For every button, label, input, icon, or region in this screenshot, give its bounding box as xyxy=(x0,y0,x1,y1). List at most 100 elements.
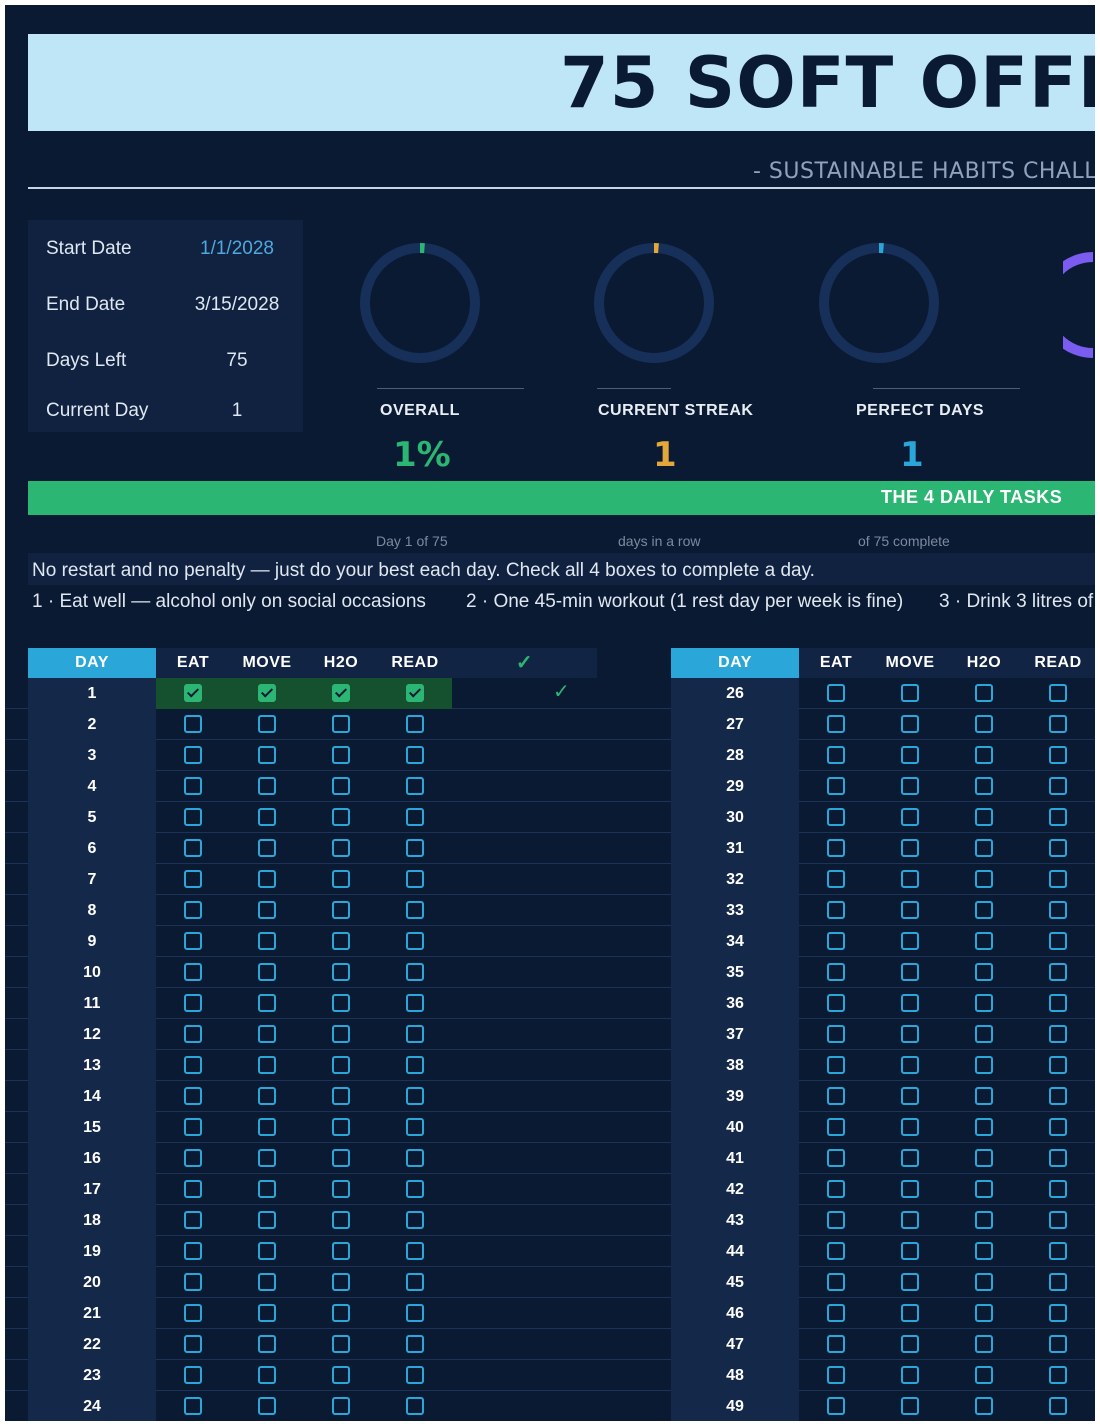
read-checkbox[interactable] xyxy=(406,1211,424,1229)
read-checkbox[interactable] xyxy=(406,1180,424,1198)
h2o-checkbox[interactable] xyxy=(332,870,350,888)
move-checkbox[interactable] xyxy=(258,808,276,826)
h2o-checkbox[interactable] xyxy=(332,1149,350,1167)
h2o-checkbox[interactable] xyxy=(975,1025,993,1043)
read-checkbox[interactable] xyxy=(406,1087,424,1105)
eat-checkbox[interactable] xyxy=(184,932,202,950)
read-checkbox[interactable] xyxy=(1049,1335,1067,1353)
eat-checkbox[interactable] xyxy=(827,715,845,733)
move-checkbox[interactable] xyxy=(258,684,276,702)
h2o-checkbox[interactable] xyxy=(332,1118,350,1136)
eat-checkbox[interactable] xyxy=(184,1366,202,1384)
eat-checkbox[interactable] xyxy=(184,901,202,919)
move-checkbox[interactable] xyxy=(901,684,919,702)
eat-checkbox[interactable] xyxy=(827,1397,845,1415)
h2o-checkbox[interactable] xyxy=(332,746,350,764)
h2o-checkbox[interactable] xyxy=(332,1304,350,1322)
h2o-checkbox[interactable] xyxy=(975,1366,993,1384)
h2o-checkbox[interactable] xyxy=(975,715,993,733)
read-checkbox[interactable] xyxy=(406,746,424,764)
eat-checkbox[interactable] xyxy=(184,746,202,764)
read-checkbox[interactable] xyxy=(1049,1180,1067,1198)
h2o-checkbox[interactable] xyxy=(975,746,993,764)
move-checkbox[interactable] xyxy=(901,1056,919,1074)
eat-checkbox[interactable] xyxy=(827,1335,845,1353)
read-checkbox[interactable] xyxy=(1049,808,1067,826)
read-checkbox[interactable] xyxy=(406,1335,424,1353)
move-checkbox[interactable] xyxy=(258,994,276,1012)
read-checkbox[interactable] xyxy=(406,870,424,888)
eat-checkbox[interactable] xyxy=(184,1025,202,1043)
h2o-checkbox[interactable] xyxy=(332,1211,350,1229)
eat-checkbox[interactable] xyxy=(184,1242,202,1260)
eat-checkbox[interactable] xyxy=(827,1273,845,1291)
move-checkbox[interactable] xyxy=(258,1149,276,1167)
read-checkbox[interactable] xyxy=(1049,1149,1067,1167)
read-checkbox[interactable] xyxy=(1049,777,1067,795)
eat-checkbox[interactable] xyxy=(827,1304,845,1322)
h2o-checkbox[interactable] xyxy=(975,1180,993,1198)
read-checkbox[interactable] xyxy=(1049,963,1067,981)
h2o-checkbox[interactable] xyxy=(332,777,350,795)
eat-checkbox[interactable] xyxy=(827,808,845,826)
move-checkbox[interactable] xyxy=(901,1397,919,1415)
move-checkbox[interactable] xyxy=(901,901,919,919)
h2o-checkbox[interactable] xyxy=(975,963,993,981)
move-checkbox[interactable] xyxy=(258,1242,276,1260)
move-checkbox[interactable] xyxy=(258,1118,276,1136)
h2o-checkbox[interactable] xyxy=(975,1087,993,1105)
eat-checkbox[interactable] xyxy=(184,777,202,795)
read-checkbox[interactable] xyxy=(1049,994,1067,1012)
move-checkbox[interactable] xyxy=(901,994,919,1012)
move-checkbox[interactable] xyxy=(901,839,919,857)
move-checkbox[interactable] xyxy=(258,715,276,733)
h2o-checkbox[interactable] xyxy=(975,777,993,795)
h2o-checkbox[interactable] xyxy=(975,839,993,857)
read-checkbox[interactable] xyxy=(1049,870,1067,888)
move-checkbox[interactable] xyxy=(258,870,276,888)
eat-checkbox[interactable] xyxy=(827,901,845,919)
eat-checkbox[interactable] xyxy=(184,1273,202,1291)
eat-checkbox[interactable] xyxy=(184,994,202,1012)
h2o-checkbox[interactable] xyxy=(332,963,350,981)
move-checkbox[interactable] xyxy=(258,1180,276,1198)
read-checkbox[interactable] xyxy=(1049,901,1067,919)
read-checkbox[interactable] xyxy=(1049,1304,1067,1322)
eat-checkbox[interactable] xyxy=(827,1118,845,1136)
move-checkbox[interactable] xyxy=(901,746,919,764)
eat-checkbox[interactable] xyxy=(184,1304,202,1322)
read-checkbox[interactable] xyxy=(1049,839,1067,857)
move-checkbox[interactable] xyxy=(901,932,919,950)
move-checkbox[interactable] xyxy=(901,1211,919,1229)
move-checkbox[interactable] xyxy=(901,1180,919,1198)
move-checkbox[interactable] xyxy=(901,1304,919,1322)
move-checkbox[interactable] xyxy=(258,1087,276,1105)
move-checkbox[interactable] xyxy=(901,1366,919,1384)
h2o-checkbox[interactable] xyxy=(332,994,350,1012)
eat-checkbox[interactable] xyxy=(184,1211,202,1229)
eat-checkbox[interactable] xyxy=(184,1118,202,1136)
h2o-checkbox[interactable] xyxy=(332,1335,350,1353)
h2o-checkbox[interactable] xyxy=(975,870,993,888)
start-date-value[interactable]: 1/1/2028 xyxy=(200,238,274,259)
eat-checkbox[interactable] xyxy=(827,1242,845,1260)
eat-checkbox[interactable] xyxy=(184,1180,202,1198)
h2o-checkbox[interactable] xyxy=(332,1025,350,1043)
eat-checkbox[interactable] xyxy=(827,839,845,857)
h2o-checkbox[interactable] xyxy=(332,1273,350,1291)
eat-checkbox[interactable] xyxy=(184,870,202,888)
h2o-checkbox[interactable] xyxy=(332,932,350,950)
read-checkbox[interactable] xyxy=(406,684,424,702)
read-checkbox[interactable] xyxy=(1049,1118,1067,1136)
eat-checkbox[interactable] xyxy=(827,1025,845,1043)
eat-checkbox[interactable] xyxy=(184,963,202,981)
read-checkbox[interactable] xyxy=(406,715,424,733)
h2o-checkbox[interactable] xyxy=(975,808,993,826)
read-checkbox[interactable] xyxy=(1049,715,1067,733)
move-checkbox[interactable] xyxy=(258,901,276,919)
move-checkbox[interactable] xyxy=(258,1366,276,1384)
read-checkbox[interactable] xyxy=(1049,746,1067,764)
move-checkbox[interactable] xyxy=(258,1056,276,1074)
read-checkbox[interactable] xyxy=(1049,1273,1067,1291)
h2o-checkbox[interactable] xyxy=(332,808,350,826)
